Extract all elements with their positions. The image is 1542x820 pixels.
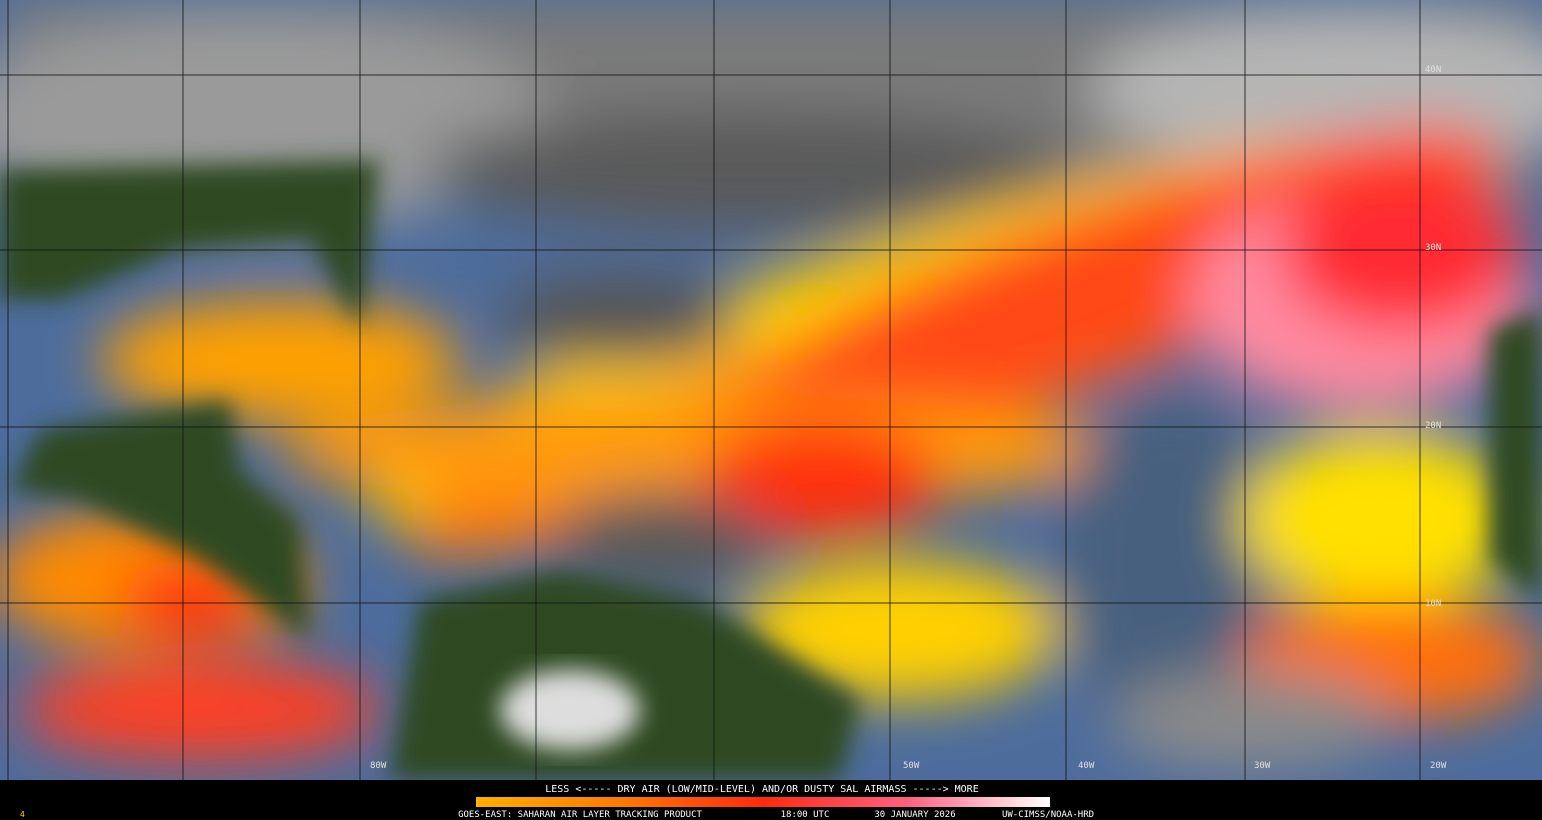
longitude-label: 50W [903, 761, 920, 771]
product-name: GOES-EAST: SAHARAN AIR LAYER TRACKING PR… [458, 810, 702, 820]
latitude-label: 40N [1425, 65, 1441, 75]
imagery [0, 0, 1542, 780]
credit: UW-CIMSS/NOAA-HRD [1002, 810, 1094, 820]
legend-caption: LESS <----- DRY AIR (LOW/MID-LEVEL) AND/… [545, 784, 978, 795]
longitude-labels: 80W 50W 40W 30W 20W [370, 761, 1447, 771]
longitude-label: 30W [1254, 761, 1271, 771]
latitude-label: 10N [1425, 599, 1441, 609]
color-scale [476, 797, 1050, 807]
longitude-label: 20W [1430, 761, 1447, 771]
latitude-labels: 40N 30N 20N 10N [1425, 65, 1441, 609]
time: 18:00 UTC [781, 810, 830, 820]
longitude-label: 40W [1078, 761, 1095, 771]
latitude-label: 20N [1425, 421, 1441, 431]
graticule [0, 0, 1542, 780]
date: 30 JANUARY 2026 [874, 810, 955, 820]
longitude-label: 80W [370, 761, 387, 771]
latitude-label: 30N [1425, 243, 1441, 253]
corner-mark: 4 [20, 810, 25, 819]
